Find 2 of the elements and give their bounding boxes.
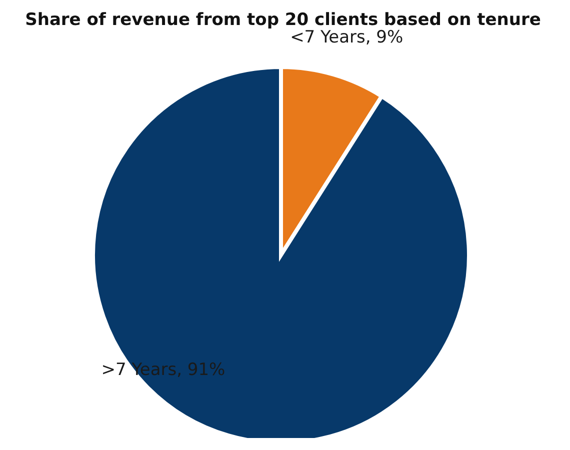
chart-title: Share of revenue from top 20 clients based on tenure bbox=[24, 10, 542, 30]
slice-label: <7 Years, 9% bbox=[290, 28, 404, 48]
